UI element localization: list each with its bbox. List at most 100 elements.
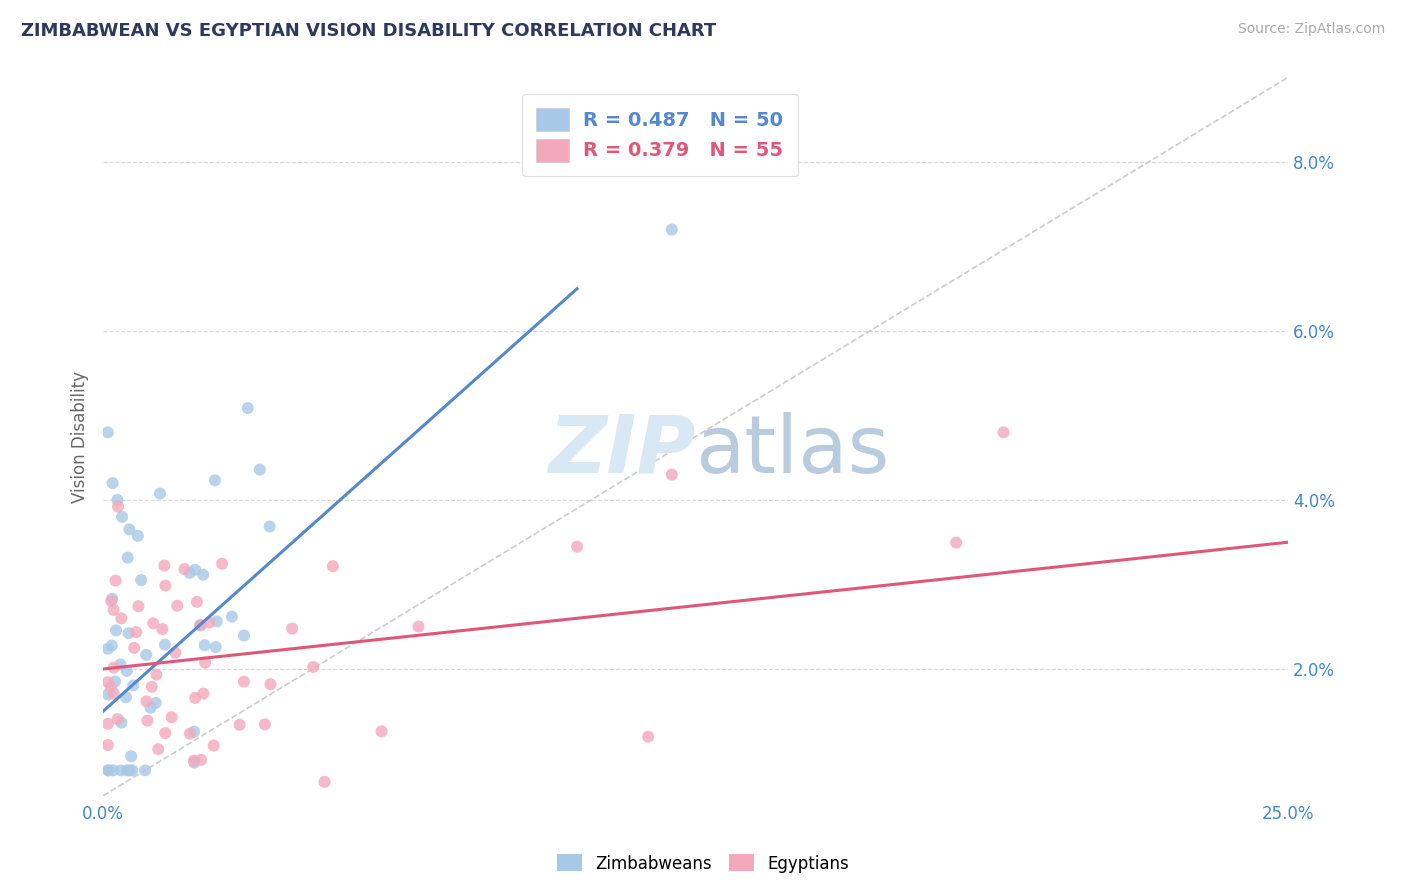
Point	[127, 529, 149, 543]
Legend: R = 0.487   N = 50, R = 0.379   N = 55: R = 0.487 N = 50, R = 0.379 N = 55	[522, 94, 797, 176]
Point	[115, 690, 138, 705]
Point	[232, 674, 254, 689]
Point	[136, 714, 159, 728]
Point	[122, 678, 145, 692]
Point	[110, 715, 132, 730]
Point	[105, 624, 128, 638]
Point	[97, 641, 120, 656]
Point	[198, 615, 221, 630]
Point	[637, 730, 659, 744]
Point	[103, 603, 125, 617]
Point	[97, 716, 120, 731]
Point	[141, 680, 163, 694]
Y-axis label: Vision Disability: Vision Disability	[72, 370, 89, 502]
Point	[155, 726, 177, 740]
Point	[103, 660, 125, 674]
Legend: Zimbabweans, Egyptians: Zimbabweans, Egyptians	[551, 847, 855, 880]
Point	[253, 717, 276, 731]
Point	[314, 775, 336, 789]
Point	[565, 540, 588, 554]
Point	[205, 615, 228, 629]
Point	[179, 726, 201, 740]
Point	[115, 764, 138, 778]
Point	[153, 558, 176, 573]
Point	[173, 562, 195, 576]
Point	[101, 639, 124, 653]
Point	[155, 578, 177, 592]
Point	[153, 638, 176, 652]
Point	[107, 500, 129, 514]
Point	[97, 425, 120, 440]
Point	[117, 550, 139, 565]
Point	[186, 595, 208, 609]
Point	[408, 619, 430, 633]
Point	[125, 625, 148, 640]
Text: Source: ZipAtlas.com: Source: ZipAtlas.com	[1237, 22, 1385, 37]
Point	[111, 509, 134, 524]
Point	[160, 710, 183, 724]
Point	[661, 222, 683, 236]
Text: ZIMBABWEAN VS EGYPTIAN VISION DISABILITY CORRELATION CHART: ZIMBABWEAN VS EGYPTIAN VISION DISABILITY…	[21, 22, 716, 40]
Point	[233, 628, 256, 642]
Point	[190, 753, 212, 767]
Point	[97, 738, 120, 752]
Point	[194, 638, 217, 652]
Point	[281, 622, 304, 636]
Point	[193, 687, 215, 701]
Point	[103, 687, 125, 701]
Point	[118, 626, 141, 640]
Point	[204, 640, 226, 654]
Point	[101, 476, 124, 491]
Point	[110, 611, 132, 625]
Text: atlas: atlas	[696, 412, 890, 490]
Point	[142, 616, 165, 631]
Point	[184, 690, 207, 705]
Point	[183, 724, 205, 739]
Point	[188, 618, 211, 632]
Point	[183, 756, 205, 770]
Point	[228, 718, 250, 732]
Point	[107, 712, 129, 726]
Point	[370, 724, 392, 739]
Point	[115, 664, 138, 678]
Point	[211, 557, 233, 571]
Point	[204, 474, 226, 488]
Point	[110, 657, 132, 672]
Point	[193, 567, 215, 582]
Point	[184, 563, 207, 577]
Point	[118, 764, 141, 778]
Point	[236, 401, 259, 416]
Point	[110, 764, 132, 778]
Point	[135, 648, 157, 662]
Point	[97, 675, 120, 690]
Point	[249, 462, 271, 476]
Point	[128, 599, 150, 614]
Point	[183, 754, 205, 768]
Point	[104, 674, 127, 689]
Point	[101, 591, 124, 606]
Point	[190, 618, 212, 632]
Point	[322, 559, 344, 574]
Point	[104, 574, 127, 588]
Point	[97, 764, 120, 778]
Text: ZIP: ZIP	[548, 412, 696, 490]
Point	[135, 694, 157, 708]
Point	[179, 566, 201, 580]
Point	[945, 535, 967, 549]
Point	[993, 425, 1015, 440]
Point	[97, 688, 120, 702]
Point	[120, 749, 142, 764]
Point	[145, 696, 167, 710]
Point	[149, 486, 172, 500]
Point	[221, 609, 243, 624]
Point	[194, 656, 217, 670]
Point	[139, 700, 162, 714]
Point	[121, 764, 143, 778]
Point	[150, 622, 173, 636]
Point	[165, 646, 187, 660]
Point	[166, 599, 188, 613]
Point	[129, 573, 152, 587]
Point	[97, 764, 120, 778]
Point	[100, 680, 122, 694]
Point	[202, 739, 225, 753]
